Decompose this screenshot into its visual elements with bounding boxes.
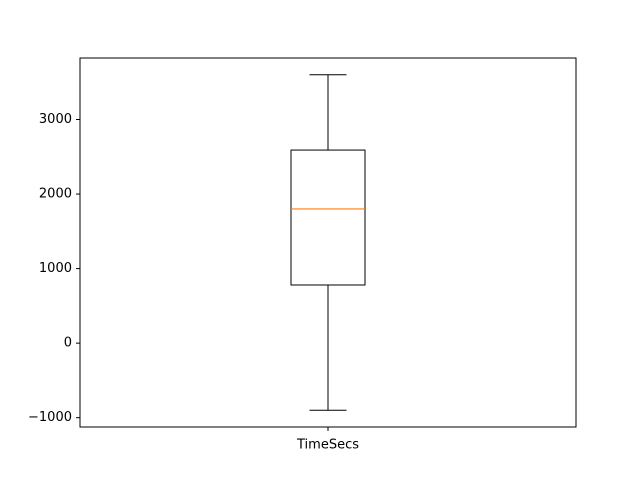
y-tick-label: 0 xyxy=(64,336,72,351)
x-tick-label: TimeSecs xyxy=(296,438,359,453)
y-axis: −1000 0 1000 2000 3000 xyxy=(28,112,80,425)
box-plot-series xyxy=(290,74,366,411)
y-tick-label: 1000 xyxy=(39,261,72,276)
iqr-box xyxy=(290,149,366,286)
x-axis: TimeSecs xyxy=(296,427,359,453)
y-tick-label: 2000 xyxy=(39,187,72,202)
y-tick-label: 3000 xyxy=(39,112,72,127)
y-tick-label: −1000 xyxy=(28,410,72,425)
